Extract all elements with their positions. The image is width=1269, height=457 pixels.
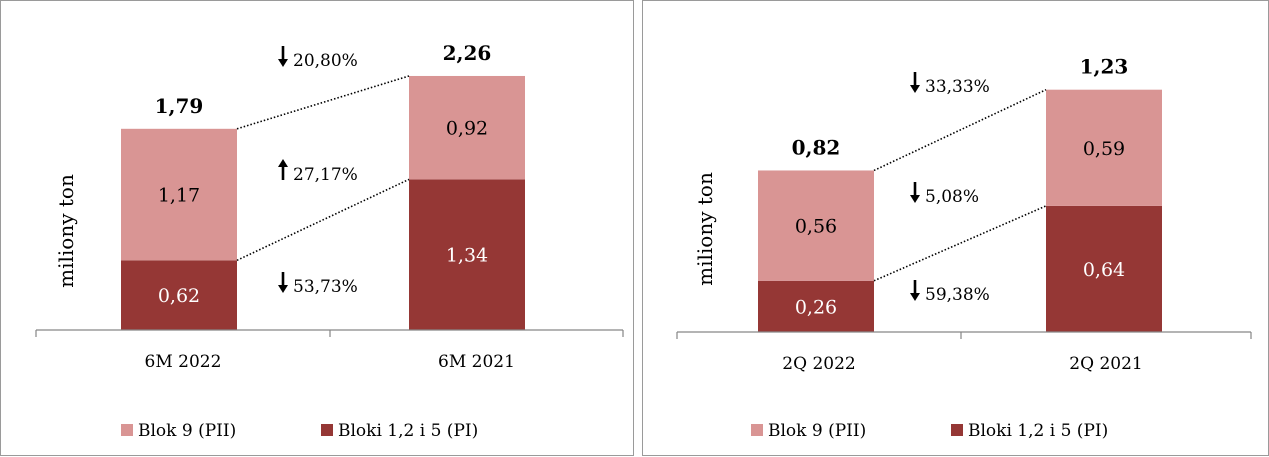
bar-segment-lower bbox=[409, 179, 525, 330]
change-percent-label: 20,80% bbox=[293, 51, 358, 71]
bar-segment-lower bbox=[1046, 205, 1162, 332]
chart-panel-6m: miliony ton 0,62 1,17 1,79 6M 2022 1,34 0,92 2,… bbox=[0, 0, 634, 456]
y-axis-label: miliony ton bbox=[693, 172, 717, 286]
arrow-head bbox=[278, 159, 288, 167]
chart-2q: miliony ton 0,26 0,56 0,82 2Q 2022 0,64 0,59 1,… bbox=[676, 55, 1252, 441]
bar-segment-upper bbox=[121, 128, 237, 261]
x-tick-label: 2Q 2022 bbox=[782, 354, 855, 374]
legend-swatch bbox=[751, 424, 763, 436]
total-label: 0,82 bbox=[792, 135, 841, 159]
change-percent-label: 59,38% bbox=[925, 285, 990, 305]
x-tick-label: 2Q 2021 bbox=[1069, 354, 1142, 374]
total-label: 1,79 bbox=[155, 94, 204, 118]
legend-swatch bbox=[121, 424, 133, 436]
connector-line-total bbox=[873, 88, 1047, 172]
arrow-head bbox=[278, 285, 288, 293]
chart-6m: miliony ton 0,62 1,17 1,79 6M 2022 1,34 0,92 2,… bbox=[35, 41, 624, 441]
data-label-upper: 0,56 bbox=[795, 216, 837, 238]
bar-segment-upper bbox=[409, 75, 525, 180]
bar-segment-lower bbox=[121, 260, 237, 330]
total-label: 1,23 bbox=[1080, 55, 1129, 79]
change-annotation: 59,38% bbox=[910, 280, 990, 305]
bar-segment-upper bbox=[758, 170, 874, 281]
change-annotation: 5,08% bbox=[910, 182, 979, 207]
legend-label: Blok 9 (PII) bbox=[138, 421, 236, 441]
legend-swatch bbox=[321, 424, 333, 436]
change-annotation: 20,80% bbox=[278, 46, 358, 71]
total-label: 2,26 bbox=[443, 41, 492, 65]
change-annotation: 27,17% bbox=[278, 159, 358, 185]
y-axis-label: miliony ton bbox=[54, 174, 78, 288]
connector-line-lower bbox=[236, 178, 410, 262]
arrow-head bbox=[910, 85, 920, 93]
connector-line-lower bbox=[873, 205, 1047, 282]
data-label-upper: 0,59 bbox=[1083, 138, 1125, 160]
data-label-upper: 1,17 bbox=[158, 185, 200, 207]
data-label-lower: 0,26 bbox=[795, 296, 837, 318]
chart-panel-2q: miliony ton 0,26 0,56 0,82 2Q 2022 0,64 0,59 1,… bbox=[642, 0, 1269, 456]
change-percent-label: 53,73% bbox=[293, 277, 358, 297]
data-label-lower: 0,64 bbox=[1083, 259, 1125, 281]
legend-label: Blok 9 (PII) bbox=[768, 421, 866, 441]
change-annotation: 53,73% bbox=[278, 272, 358, 297]
arrow-head bbox=[910, 195, 920, 203]
change-percent-label: 33,33% bbox=[925, 77, 990, 97]
legend-label: Bloki 1,2 i 5 (PI) bbox=[968, 421, 1108, 441]
change-annotation: 33,33% bbox=[910, 72, 990, 97]
data-label-lower: 0,62 bbox=[158, 285, 200, 307]
legend-swatch bbox=[951, 424, 963, 436]
arrow-head bbox=[910, 293, 920, 301]
bar-segment-upper bbox=[1046, 89, 1162, 206]
change-percent-label: 27,17% bbox=[293, 165, 358, 185]
bar-segment-lower bbox=[758, 280, 874, 332]
legend-label: Bloki 1,2 i 5 (PI) bbox=[338, 421, 478, 441]
x-tick-label: 6M 2022 bbox=[145, 352, 222, 372]
data-label-upper: 0,92 bbox=[446, 118, 488, 140]
arrow-head bbox=[278, 59, 288, 67]
connector-line-total bbox=[236, 75, 410, 130]
x-tick-label: 6M 2021 bbox=[438, 352, 515, 372]
data-label-lower: 1,34 bbox=[446, 245, 488, 267]
change-percent-label: 5,08% bbox=[925, 187, 979, 207]
